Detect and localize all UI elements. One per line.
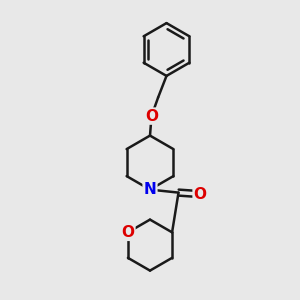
Text: N: N: [144, 182, 156, 197]
Text: O: O: [145, 109, 158, 124]
Text: O: O: [194, 187, 207, 202]
Text: O: O: [122, 225, 134, 240]
